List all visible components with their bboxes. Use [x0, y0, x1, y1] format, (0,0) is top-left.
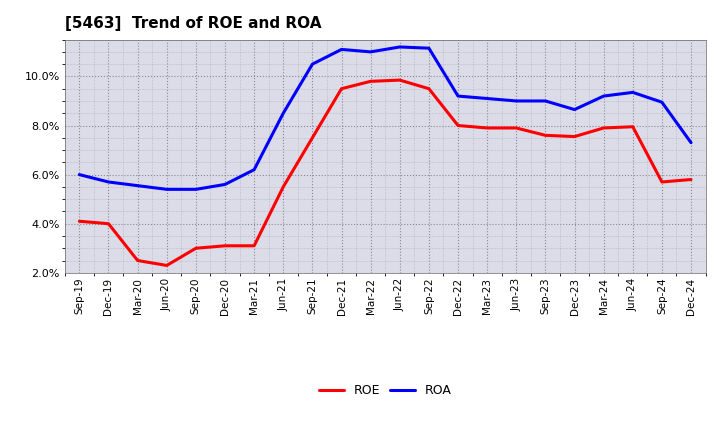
ROE	[395, 77, 404, 83]
ROA	[512, 98, 521, 103]
ROE	[308, 135, 317, 140]
Line: ROA: ROA	[79, 47, 691, 189]
ROA	[570, 107, 579, 112]
ROA	[220, 182, 229, 187]
ROA	[75, 172, 84, 177]
ROA	[687, 140, 696, 145]
ROA	[250, 167, 258, 172]
ROE	[192, 246, 200, 251]
Text: [5463]  Trend of ROE and ROA: [5463] Trend of ROE and ROA	[65, 16, 321, 32]
ROE	[220, 243, 229, 249]
ROA	[104, 180, 113, 185]
ROE	[599, 125, 608, 131]
ROA	[133, 183, 142, 188]
ROE	[104, 221, 113, 226]
ROE	[512, 125, 521, 131]
ROE	[133, 258, 142, 263]
ROE	[75, 219, 84, 224]
ROE	[163, 263, 171, 268]
ROE	[366, 79, 375, 84]
ROE	[570, 134, 579, 139]
ROA	[454, 93, 462, 99]
ROE	[337, 86, 346, 92]
ROE	[454, 123, 462, 128]
Legend: ROE, ROA: ROE, ROA	[313, 379, 457, 402]
ROA	[541, 98, 550, 103]
ROA	[366, 49, 375, 55]
ROE	[279, 184, 287, 190]
ROE	[541, 133, 550, 138]
ROE	[425, 86, 433, 92]
ROE	[483, 125, 492, 131]
ROA	[425, 46, 433, 51]
Line: ROE: ROE	[79, 80, 691, 265]
ROA	[657, 99, 666, 105]
ROE	[629, 124, 637, 129]
ROA	[279, 110, 287, 116]
ROE	[657, 180, 666, 185]
ROE	[250, 243, 258, 249]
ROA	[483, 96, 492, 101]
ROA	[163, 187, 171, 192]
ROA	[599, 93, 608, 99]
ROA	[308, 62, 317, 67]
ROA	[192, 187, 200, 192]
ROA	[395, 44, 404, 50]
ROE	[687, 177, 696, 182]
ROA	[629, 90, 637, 95]
ROA	[337, 47, 346, 52]
